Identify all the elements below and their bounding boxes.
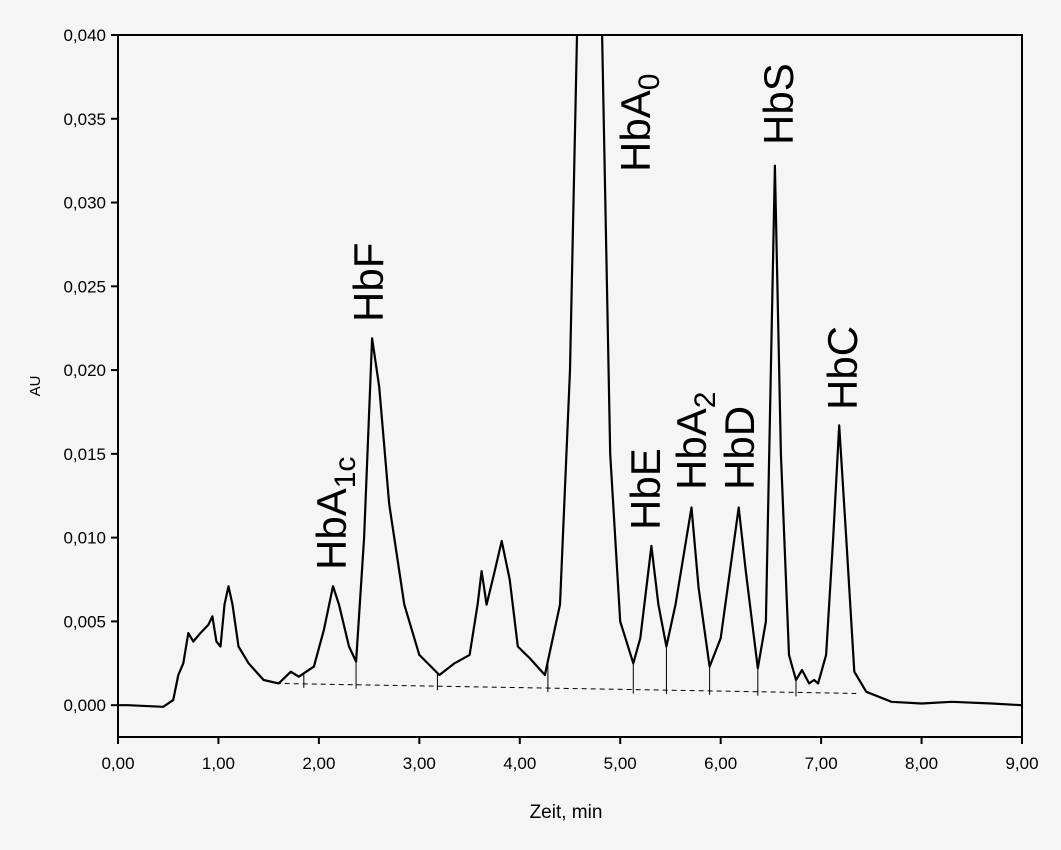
y-tick-label: 0,015	[63, 445, 106, 464]
x-tick-label: 2,00	[302, 754, 335, 773]
peak-label-sub: 1c	[329, 457, 362, 489]
peak-label: HbF	[345, 243, 392, 322]
x-tick-label: 6,00	[704, 754, 737, 773]
x-axis-label: Zeit, min	[530, 802, 603, 823]
peak-label: HbC	[819, 326, 866, 410]
x-tick-label: 7,00	[805, 754, 838, 773]
peak-label-text: HbS	[755, 63, 802, 145]
y-tick-label: 0,000	[63, 696, 106, 715]
x-tick-label: 4,00	[503, 754, 536, 773]
y-axis-label: AU	[27, 376, 44, 397]
plot-frame	[117, 34, 1023, 738]
x-tick-label: 3,00	[403, 754, 436, 773]
y-tick-label: 0,020	[63, 361, 106, 380]
peak-label-text: HbF	[345, 243, 392, 322]
y-tick-label: 0,035	[63, 110, 106, 129]
peak-label-sub: 2	[689, 392, 722, 409]
x-tick-label: 8,00	[905, 754, 938, 773]
chromatogram-line	[118, 35, 1022, 708]
y-tick-label: 0,030	[63, 194, 106, 213]
y-tick-label: 0,040	[63, 26, 106, 45]
x-tick-label: 9,00	[1005, 754, 1038, 773]
plot-area	[118, 35, 1022, 708]
peak-label-text: HbA	[668, 408, 715, 490]
peak-label: HbD	[716, 406, 763, 490]
y-tick-label: 0,025	[63, 277, 106, 296]
peak-label-text: HbA	[308, 488, 355, 570]
peak-label-sub: 0	[633, 74, 666, 91]
baseline	[275, 682, 857, 694]
y-tick-label: 0,010	[63, 529, 106, 548]
x-tick-label: 1,00	[202, 754, 235, 773]
y-tick-label: 0,005	[63, 612, 106, 631]
peak-label: HbA0	[612, 74, 666, 172]
peak-label: HbE	[622, 448, 669, 530]
peak-label-text: HbA	[612, 90, 659, 172]
peak-label: HbA1c	[308, 457, 362, 570]
peak-label-text: HbC	[819, 326, 866, 410]
x-tick-label: 5,00	[604, 754, 637, 773]
peak-label: HbA2	[668, 392, 722, 490]
peak-label: HbS	[755, 63, 802, 145]
peak-label-text: HbD	[716, 406, 763, 490]
peak-label-text: HbE	[622, 448, 669, 530]
x-tick-label: 0,00	[101, 754, 134, 773]
